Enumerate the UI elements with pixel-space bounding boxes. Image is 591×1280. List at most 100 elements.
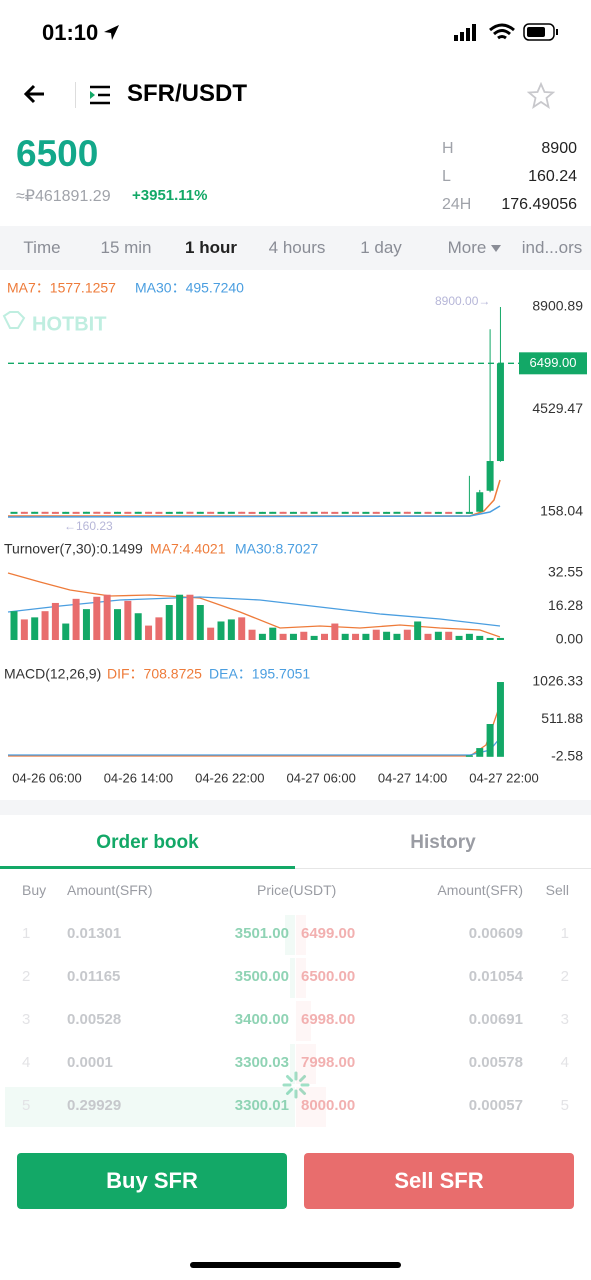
sell-amount: 0.00691 [468, 1011, 523, 1028]
fiat-price: ≈₽461891.29 [16, 188, 111, 205]
candle-body [82, 511, 90, 514]
turnover-ma7: MA7:4.4021 [150, 541, 226, 557]
candle-body [41, 511, 49, 514]
y-tick-label: 1026.33 [532, 673, 583, 689]
candle-body [31, 511, 39, 514]
candle-body [476, 492, 484, 512]
volume-bar [414, 621, 422, 640]
x-tick-label: 04-27 06:00 [286, 770, 355, 785]
buy-price: 3501.00 [234, 925, 289, 942]
candle-body [227, 511, 235, 514]
volume-bar [372, 629, 380, 640]
macd-bar [496, 682, 504, 757]
favorite-star[interactable] [527, 82, 555, 110]
sell-price: 6499.00 [301, 925, 356, 942]
last-price: 6500 [16, 133, 99, 174]
more-arrow [491, 245, 501, 252]
column-header: Sell [545, 882, 569, 898]
tab[interactable]: 15 min [100, 238, 152, 257]
column-header: Buy [22, 882, 47, 898]
sell-depth [296, 958, 306, 998]
candle-body [414, 511, 422, 514]
volume-bar [248, 629, 256, 640]
order-book-tab[interactable]: Order book [96, 832, 199, 853]
ma30-line [7, 505, 501, 518]
volume-bar [383, 631, 391, 640]
back-button[interactable] [22, 82, 46, 106]
tab[interactable]: 1 day [360, 238, 402, 257]
price-change: +3951.11% [132, 187, 208, 204]
volume-bar [207, 627, 215, 640]
sell-button[interactable]: Sell SFR [304, 1153, 574, 1209]
column-header: Price(USDT) [257, 882, 337, 898]
candle-body [269, 511, 277, 514]
volume-bar [476, 635, 484, 640]
ma30-label: MA30：495.7240 [135, 280, 244, 296]
candle-body [217, 511, 225, 514]
candle-body [341, 511, 349, 514]
sell-depth [296, 1001, 311, 1041]
candle-body [455, 511, 463, 514]
ma7-label: MA7：1577.1257 [7, 280, 116, 296]
current-price-label: 6499.00 [530, 355, 577, 370]
sell-amount: 0.01054 [468, 968, 523, 985]
buy-index: 2 [22, 968, 31, 985]
sell-index: 3 [560, 1011, 569, 1028]
buy-button[interactable]: Buy SFR [17, 1153, 287, 1209]
candle-body [331, 511, 339, 514]
candle-body [103, 511, 111, 514]
volume-bar [176, 594, 184, 640]
x-tick-label: 04-27 14:00 [378, 770, 447, 785]
column-header: Amount(SFR) [67, 882, 153, 898]
volume-bar [93, 596, 101, 640]
kline-chart: HOTBIT MA7：1577.1257 MA30：495.7240 8900.… [2, 280, 587, 785]
history-tab[interactable]: History [410, 832, 476, 853]
volume-bar [196, 605, 204, 640]
buy-amount: 0.00528 [67, 1011, 122, 1028]
y-tick-label: -2.58 [551, 748, 583, 764]
tab[interactable]: Time [23, 238, 61, 257]
volume-bar [145, 625, 153, 640]
buy-amount: 0.29929 [67, 1097, 122, 1114]
tab[interactable]: ind...ors [521, 238, 583, 257]
candle-body [310, 511, 318, 514]
home-indicator [190, 1262, 401, 1268]
buy-depth [285, 915, 295, 955]
candle-body [196, 511, 204, 514]
macd-label: MACD(12,26,9) [4, 666, 101, 682]
watermark: HOTBIT [32, 313, 106, 335]
buy-depth [290, 958, 295, 998]
candle-body [289, 511, 297, 514]
volume-bar [393, 633, 401, 640]
loading-spinner [282, 1071, 310, 1099]
volume-bar [10, 611, 18, 640]
sell-depth [296, 1044, 316, 1084]
volume-bar [300, 631, 308, 640]
volume-bar [217, 621, 225, 640]
volume-bar [445, 631, 453, 640]
volume-bar [20, 619, 28, 640]
candle-body [207, 511, 215, 514]
tab[interactable]: 4 hours [268, 238, 326, 257]
menu-icon[interactable] [88, 84, 112, 106]
turnover-ma7-line [7, 572, 501, 638]
buy-index: 1 [22, 925, 31, 942]
buy-price: 3300.03 [234, 1054, 289, 1071]
volume-bar [434, 631, 442, 640]
pair-title: SFR/USDT [127, 80, 247, 107]
buy-amount: 0.0001 [67, 1054, 113, 1071]
ma7-line [8, 479, 501, 517]
tab[interactable]: 1 hour [185, 238, 237, 257]
buy-depth [5, 1087, 295, 1127]
volume-bar [103, 594, 111, 640]
sell-price: 6998.00 [301, 1011, 356, 1028]
sell-index: 2 [560, 968, 569, 985]
volume-bar [124, 600, 132, 640]
buy-price: 3400.00 [234, 1011, 289, 1028]
stat-value: 8900 [541, 140, 577, 157]
tab[interactable]: More [447, 238, 487, 257]
x-tick-label: 04-26 06:00 [12, 770, 81, 785]
turnover-ma30-line [7, 596, 501, 627]
candle-body [93, 511, 101, 514]
